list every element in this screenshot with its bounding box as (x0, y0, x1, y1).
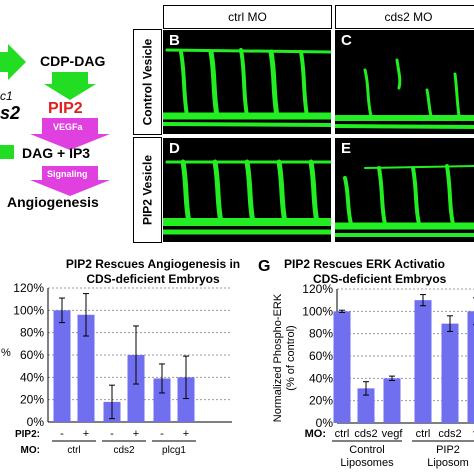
vegfa-label: VEGFa (53, 122, 83, 132)
category-label: ctrl (335, 428, 350, 440)
mo-group-label: cds2 (113, 445, 135, 456)
bar (77, 314, 95, 422)
y-tick-label: 80% (20, 326, 44, 340)
cdp-dag-label: CDP-DAG (40, 53, 106, 69)
column-header-cds2-mo: cds2 MO (335, 5, 474, 29)
panel-letter-g: G (258, 258, 271, 275)
group-label-control-line1: Control (349, 444, 384, 456)
y-tick-label: 20% (309, 394, 333, 408)
green-arrow-down-icon (44, 72, 96, 100)
category-label: vegf (382, 428, 404, 440)
bar (467, 311, 474, 423)
category-label: cds2 (438, 428, 461, 440)
green-bar-icon (0, 145, 14, 159)
mo-group-label: ctrl (67, 445, 80, 456)
y-tick-label: 0% (316, 416, 334, 430)
bar (53, 310, 71, 422)
pip2-sign-label: + (83, 428, 89, 440)
bar (441, 323, 459, 423)
y-tick-label: 100% (302, 304, 333, 318)
dag-ip3-label: DAG + IP3 (22, 145, 91, 161)
column-header-ctrl-mo: ctrl MO (163, 5, 332, 29)
s2-label: s2 (0, 103, 21, 123)
row-label-control-vesicle: Control Vesicle (133, 29, 162, 135)
y-tick-label: 100% (13, 303, 44, 317)
micrograph-panel-c: C (335, 30, 474, 134)
y-tick-label: 60% (309, 349, 333, 363)
y-axis-label: % (1, 347, 11, 359)
y-tick-label: 60% (20, 348, 44, 362)
micrograph-panel-e: E (335, 138, 474, 242)
mo-row-label: MO: (21, 445, 40, 456)
y-axis-label-line2: (% of control) (285, 325, 297, 390)
y-axis-label-line1: Normalized Phospho-ERK (272, 293, 284, 422)
panel-letter-c: C (341, 32, 352, 49)
y-tick-label: 0% (27, 415, 45, 429)
chart2-title-line2: CDS-deficient Embryos (313, 272, 447, 286)
mo-row-label: MO: (305, 428, 326, 440)
y-tick-label: 120% (13, 281, 44, 295)
c1-label: c1 (0, 89, 13, 103)
group-label-pip2-line2: Liposom (427, 457, 469, 469)
chart2-title-line1: PIP2 Rescues ERK Activatio (284, 257, 445, 271)
row-label-pip2-vesicle: PIP2 Vesicle (133, 137, 162, 243)
micrograph-panel-d: D (163, 138, 331, 242)
micrograph-panel-b: B (163, 30, 331, 134)
y-tick-label: 80% (309, 327, 333, 341)
mo-group-label: plcg1 (162, 445, 186, 456)
bar (127, 355, 145, 422)
bar (383, 378, 401, 423)
panel-letter-d: D (169, 140, 180, 157)
bar (333, 311, 351, 423)
y-tick-label: 120% (302, 282, 333, 296)
bar (153, 378, 171, 422)
signaling-label: Signaling (47, 169, 88, 179)
category-label: ctrl (416, 428, 431, 440)
angiogenesis-label: Angiogenesis (7, 194, 99, 210)
bar (414, 300, 432, 423)
pip2-label: PIP2 (48, 100, 83, 117)
bar (177, 377, 195, 422)
y-tick-label: 40% (309, 371, 333, 385)
y-tick-label: 20% (20, 393, 44, 407)
green-arrow-top-icon (0, 44, 26, 80)
pip2-sign-label: + (183, 428, 189, 440)
category-label: cds2 (354, 428, 377, 440)
pip2-sign-label: - (110, 428, 114, 440)
pip2-sign-label: + (133, 428, 139, 440)
vegfa-arrow-icon (30, 118, 110, 150)
bar (357, 388, 375, 423)
y-tick-label: 40% (20, 370, 44, 384)
pip2-row-label: PIP2: (15, 429, 40, 440)
chart1-title-line1: PIP2 Rescues Angiogenesis in (65, 257, 241, 271)
panel-letter-b: B (169, 32, 180, 49)
group-label-pip2-line1: PIP2 (436, 444, 460, 456)
panel-letter-e: E (341, 140, 352, 157)
pip2-sign-label: - (60, 428, 64, 440)
pip2-sign-label: - (160, 428, 164, 440)
chart1-title-line2: CDS-deficient Embryos (86, 272, 220, 286)
group-label-control-line2: Liposomes (340, 457, 394, 469)
signaling-arrow-icon (30, 166, 110, 196)
